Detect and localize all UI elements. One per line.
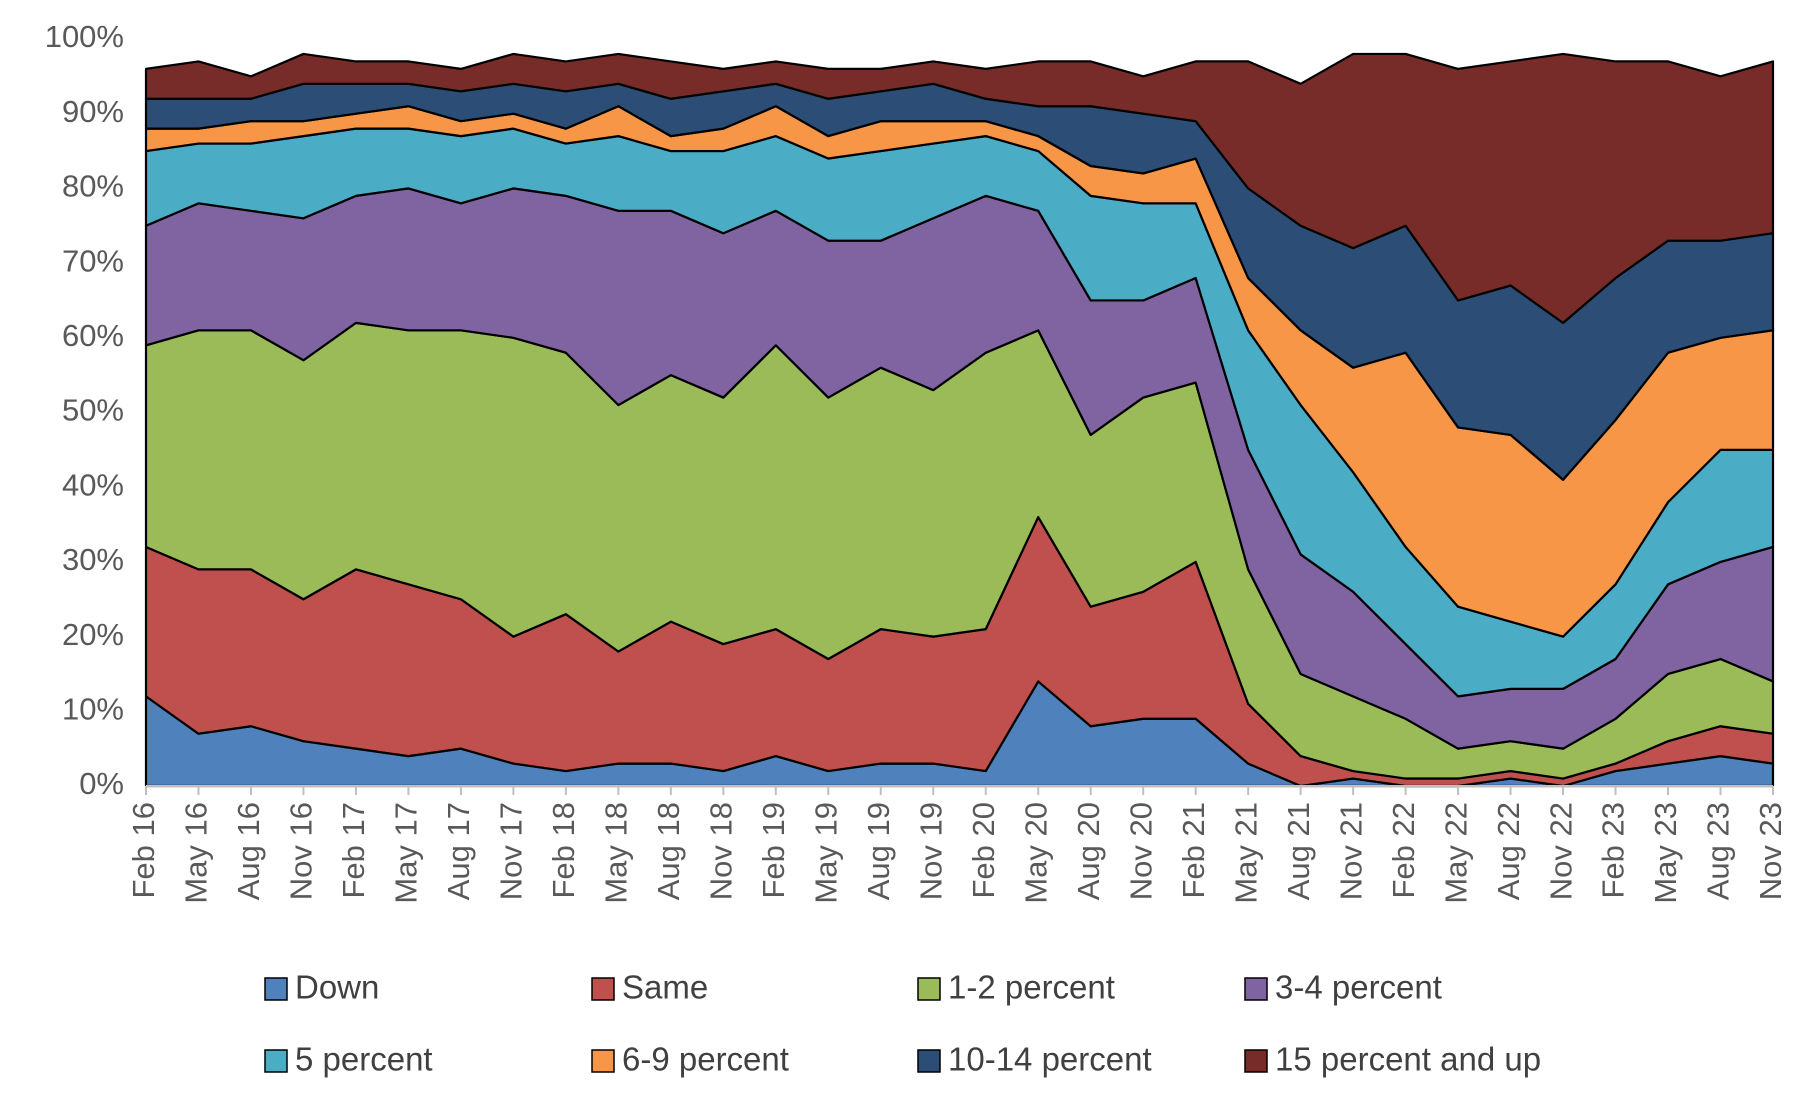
- x-tick-label: Aug 16: [231, 802, 266, 900]
- x-tick-label: Aug 18: [651, 802, 686, 900]
- x-tick-label: Feb 19: [756, 802, 791, 899]
- legend-label: 10-14 percent: [948, 1041, 1152, 1078]
- legend-label: 6-9 percent: [622, 1041, 789, 1078]
- x-tick-label: Aug 20: [1071, 802, 1106, 900]
- y-tick-label: 60%: [62, 318, 124, 353]
- x-tick-label: May 18: [599, 802, 634, 904]
- legend-swatch: [591, 977, 615, 1001]
- legend-label: 5 percent: [295, 1041, 433, 1078]
- legend-swatch: [1244, 977, 1268, 1001]
- area: [144, 52, 1775, 324]
- x-tick-label: Nov 22: [1543, 802, 1578, 900]
- x-tick-label: Nov 23: [1753, 802, 1788, 900]
- x-tick-label: Nov 21: [1333, 802, 1368, 900]
- x-tick-label: Aug 22: [1491, 802, 1526, 900]
- y-tick-label: 50%: [62, 393, 124, 428]
- y-tick-label: 100%: [45, 19, 124, 54]
- x-tick-label: Aug 21: [1281, 802, 1316, 900]
- x-tick-label: Feb 21: [1176, 802, 1211, 899]
- y-tick-label: 40%: [62, 467, 124, 502]
- x-tick-label: May 21: [1228, 802, 1263, 904]
- x-tick-label: May 17: [389, 802, 424, 904]
- legend-label: Same: [622, 969, 708, 1006]
- y-tick-label: 80%: [62, 169, 124, 204]
- legend-swatch: [264, 977, 288, 1001]
- y-tick-label: 70%: [62, 243, 124, 278]
- y-tick-label: 20%: [62, 617, 124, 652]
- legend-label: 15 percent and up: [1275, 1041, 1541, 1078]
- x-tick-label: Feb 20: [966, 802, 1001, 899]
- legend-label: Down: [295, 969, 379, 1006]
- y-tick-label: 90%: [62, 94, 124, 129]
- legend-swatch: [917, 977, 941, 1001]
- legend-label: 1-2 percent: [948, 969, 1115, 1006]
- x-tick-label: May 23: [1648, 802, 1683, 904]
- y-tick-label: 30%: [62, 542, 124, 577]
- x-tick-label: Nov 16: [284, 802, 319, 900]
- x-tick-label: Nov 19: [913, 802, 948, 900]
- x-tick-label: Nov 18: [704, 802, 739, 900]
- x-tick-label: Nov 20: [1123, 802, 1158, 900]
- x-tick-label: Nov 17: [494, 802, 529, 900]
- x-tick-label: May 20: [1018, 802, 1053, 904]
- x-tick-label: Aug 19: [861, 802, 896, 900]
- legend-label: 3-4 percent: [1275, 969, 1442, 1006]
- x-tick-label: Feb 17: [336, 802, 371, 899]
- x-tick-label: Feb 22: [1386, 802, 1421, 899]
- x-tick-label: Feb 23: [1596, 802, 1631, 899]
- legend-swatch: [1244, 1049, 1268, 1073]
- legend-swatch: [264, 1049, 288, 1073]
- y-tick-label: 10%: [62, 691, 124, 726]
- legend-swatch: [917, 1049, 941, 1073]
- x-tick-label: Aug 17: [441, 802, 476, 900]
- x-tick-label: Feb 16: [126, 802, 161, 899]
- x-tick-label: Aug 23: [1701, 802, 1736, 900]
- x-tick-label: May 19: [808, 802, 843, 904]
- y-tick-label: 0%: [79, 766, 124, 801]
- x-tick-label: May 22: [1438, 802, 1473, 904]
- x-tick-label: May 16: [179, 802, 214, 904]
- x-tick-label: Feb 18: [546, 802, 581, 899]
- legend-swatch: [591, 1049, 615, 1073]
